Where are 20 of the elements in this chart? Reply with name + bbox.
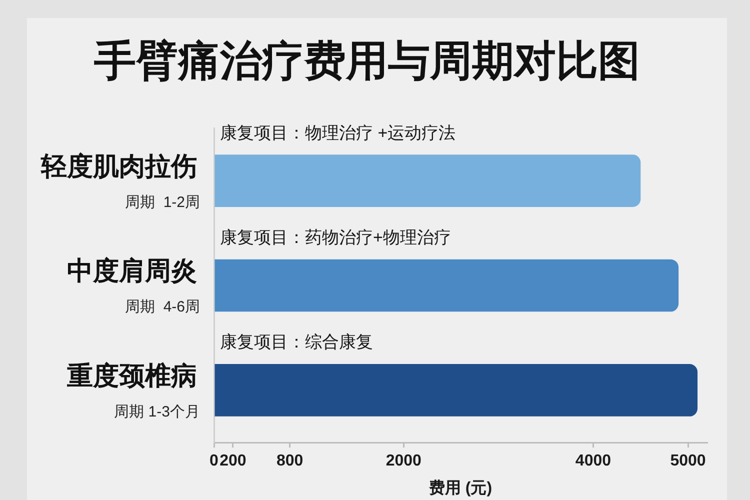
y-tick-label: 中度肩周炎: [67, 256, 197, 286]
x-tick-label: 0: [210, 452, 219, 470]
x-tick-label: 800: [276, 452, 304, 470]
bar: [214, 364, 698, 416]
text: 周期 4-6周: [124, 298, 200, 316]
text: 周期 1-2周: [124, 194, 200, 211]
bar: [214, 154, 641, 207]
x-tick-label: 4000: [575, 452, 612, 470]
annotation: 康复项目：药物治疗+物理治疗: [220, 228, 451, 248]
chart-title: 手臂痛治疗费用与周期对比图: [93, 36, 640, 84]
y-tick-label: 轻度肌肉拉伤: [40, 150, 197, 181]
x-tick-label: 200: [220, 452, 246, 470]
x-axis-title: 费用 (元): [428, 478, 492, 497]
bar: [214, 259, 679, 312]
annotation: 康复项目：物理治疗 +运动疗法: [220, 123, 456, 142]
text: 周期 1-3个月: [114, 403, 200, 420]
annotation: 康复项目：综合康复: [220, 332, 373, 352]
x-tick-label: 2000: [386, 452, 422, 470]
y-tick-label: 重度颈椎病: [66, 360, 197, 390]
x-tick-label: 5000: [670, 452, 706, 470]
